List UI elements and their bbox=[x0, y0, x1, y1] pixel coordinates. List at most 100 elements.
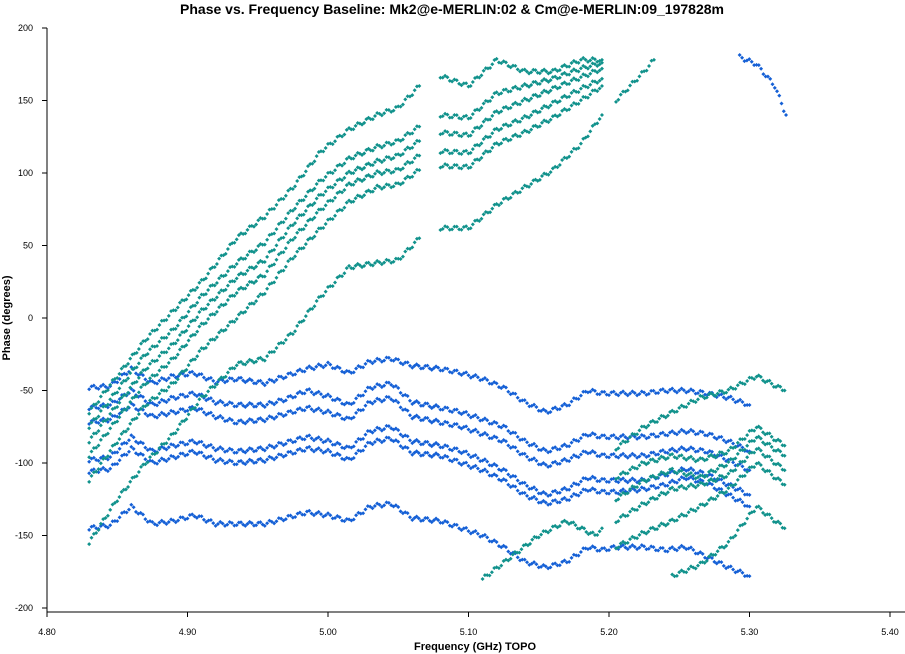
data-point bbox=[101, 401, 106, 406]
data-point bbox=[186, 293, 191, 298]
data-point bbox=[578, 66, 583, 71]
data-point bbox=[96, 428, 101, 433]
data-point bbox=[175, 427, 180, 432]
data-point bbox=[312, 186, 317, 191]
data-point bbox=[454, 457, 459, 462]
data-point bbox=[499, 386, 504, 391]
y-tick-label: -200 bbox=[15, 603, 33, 613]
data-point bbox=[529, 113, 534, 118]
data-point bbox=[450, 165, 455, 170]
data-point bbox=[632, 432, 637, 437]
data-point bbox=[548, 170, 553, 175]
data-point bbox=[765, 431, 770, 436]
data-point bbox=[251, 266, 256, 271]
data-point bbox=[208, 396, 213, 401]
data-point bbox=[396, 385, 401, 390]
data-point bbox=[464, 525, 469, 530]
data-point bbox=[203, 276, 208, 281]
data-point bbox=[145, 366, 150, 371]
data-point bbox=[293, 394, 298, 399]
data-point bbox=[569, 399, 574, 404]
data-point bbox=[314, 298, 319, 303]
data-point bbox=[464, 224, 469, 229]
data-point bbox=[578, 75, 583, 80]
data-point bbox=[302, 437, 307, 442]
data-point bbox=[245, 283, 250, 288]
data-point bbox=[150, 459, 155, 464]
data-point bbox=[166, 384, 171, 389]
data-point bbox=[611, 433, 616, 438]
data-point bbox=[293, 206, 298, 211]
data-point bbox=[677, 429, 682, 434]
data-point bbox=[314, 511, 319, 516]
data-point bbox=[473, 463, 478, 468]
data-point bbox=[475, 415, 480, 420]
data-point bbox=[440, 150, 445, 155]
data-point bbox=[749, 464, 754, 469]
data-point bbox=[361, 448, 366, 453]
data-point bbox=[713, 469, 718, 474]
data-point bbox=[652, 475, 657, 480]
data-point bbox=[466, 373, 471, 378]
data-point bbox=[326, 511, 330, 516]
data-point bbox=[193, 357, 198, 362]
data-point bbox=[410, 174, 415, 179]
data-point bbox=[533, 79, 538, 84]
data-point bbox=[302, 408, 307, 413]
data-point bbox=[362, 151, 367, 156]
data-point bbox=[330, 413, 335, 418]
data-point bbox=[726, 486, 731, 491]
data-point bbox=[326, 437, 330, 442]
data-point bbox=[212, 283, 217, 288]
data-point bbox=[597, 435, 602, 440]
data-point bbox=[323, 449, 328, 454]
data-point bbox=[464, 113, 469, 118]
data-point bbox=[362, 165, 367, 170]
data-point bbox=[607, 491, 611, 496]
data-point bbox=[715, 466, 720, 471]
data-point bbox=[117, 494, 122, 499]
data-point bbox=[574, 89, 579, 94]
data-point bbox=[506, 428, 511, 433]
data-point bbox=[353, 167, 358, 172]
data-point bbox=[212, 312, 217, 317]
data-point bbox=[265, 254, 270, 259]
data-point bbox=[731, 441, 736, 446]
data-point bbox=[311, 449, 316, 454]
data-point bbox=[546, 90, 551, 95]
data-point bbox=[131, 435, 136, 440]
data-point bbox=[628, 435, 633, 440]
data-point bbox=[157, 520, 162, 525]
data-point bbox=[386, 140, 391, 145]
data-point bbox=[532, 441, 537, 446]
data-point bbox=[438, 455, 443, 460]
data-point bbox=[588, 71, 593, 76]
data-point bbox=[541, 498, 546, 503]
data-point bbox=[508, 474, 513, 479]
data-point bbox=[679, 483, 684, 488]
data-point bbox=[733, 445, 738, 450]
data-point bbox=[482, 573, 487, 578]
data-point bbox=[454, 78, 459, 83]
data-point bbox=[272, 231, 277, 236]
data-point bbox=[625, 436, 630, 441]
data-point bbox=[525, 401, 530, 406]
data-point bbox=[398, 444, 403, 449]
data-point bbox=[262, 260, 267, 265]
data-point bbox=[164, 459, 169, 464]
data-point bbox=[91, 431, 96, 436]
data-point bbox=[225, 448, 230, 453]
data-point bbox=[674, 518, 679, 523]
data-point bbox=[562, 485, 567, 490]
data-point bbox=[303, 242, 308, 247]
data-point bbox=[724, 463, 729, 468]
data-point bbox=[533, 68, 538, 73]
data-point bbox=[382, 358, 387, 363]
data-point bbox=[703, 433, 708, 438]
data-point bbox=[276, 237, 281, 242]
data-point bbox=[215, 400, 220, 405]
series-8 bbox=[87, 138, 422, 445]
data-point bbox=[229, 418, 234, 423]
data-point bbox=[706, 554, 711, 559]
data-point bbox=[407, 515, 412, 520]
